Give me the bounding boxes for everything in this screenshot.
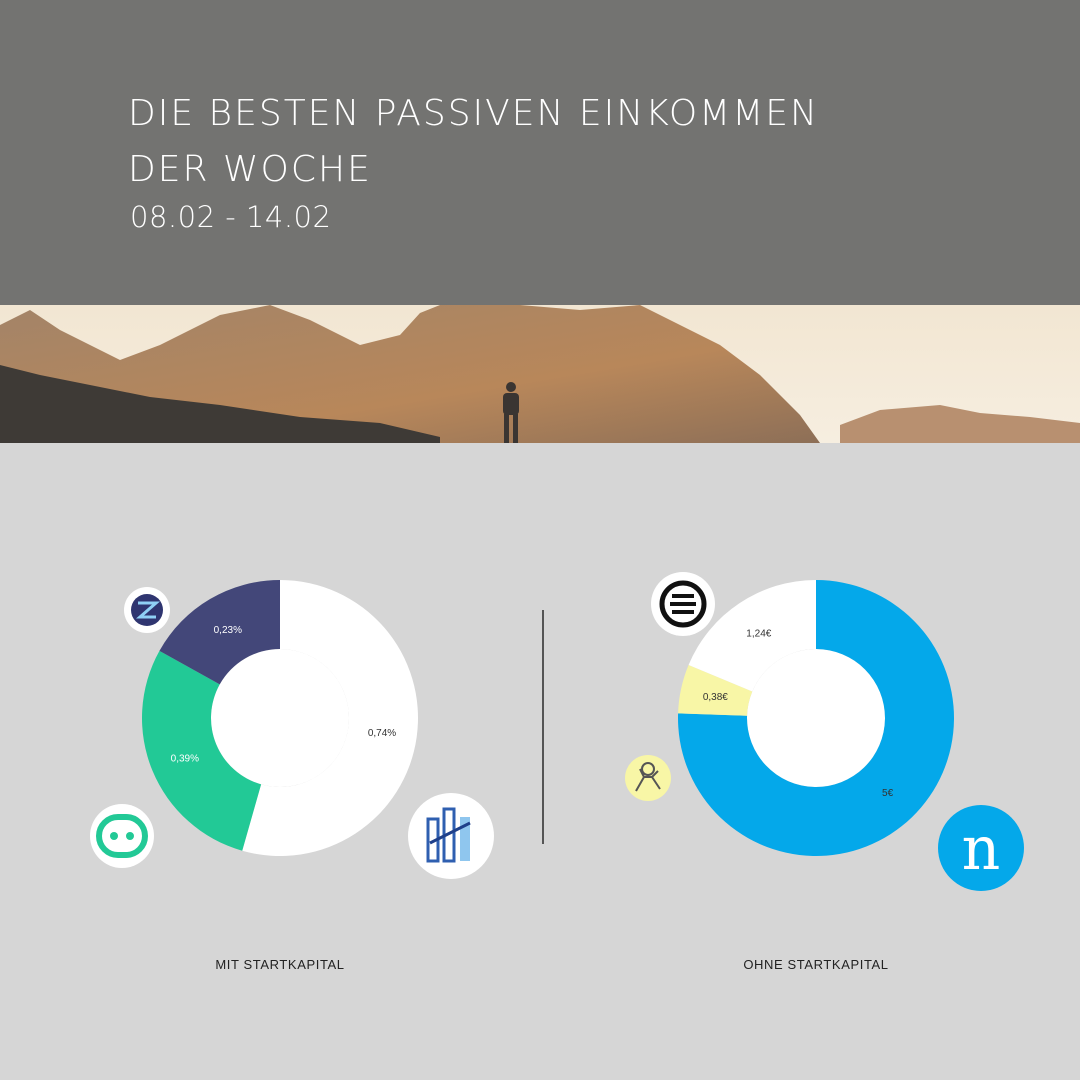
running-character-logo-icon: [625, 755, 671, 801]
building-logo-icon: [408, 793, 494, 879]
title-line-1: DIE BESTEN PASSIVEN EINKOMMEN: [128, 93, 819, 134]
chart-ohne-startkapital: 5€ 0,38€ 1,24€: [678, 580, 954, 856]
distant-ridge: [840, 405, 1080, 443]
chart-mit-startkapital: 0,74% 0,39% 0,23%: [141, 580, 418, 856]
donut-slice: [242, 580, 418, 856]
slice-label: 0,74%: [368, 728, 396, 739]
chart-divider: [542, 610, 544, 844]
slice-label: 0,38€: [703, 692, 728, 703]
slice-label: 0,23%: [214, 625, 242, 636]
hiker-silhouette: [503, 382, 519, 443]
header-band: DIE BESTEN PASSIVEN EINKOMMEN DER WOCHE …: [0, 0, 1080, 305]
charts-area: 0,74% 0,39% 0,23% 5€ 0,38€ 1,24€: [0, 443, 1080, 1080]
e-circle-logo-icon: [651, 572, 715, 636]
n-letter-logo-icon: n: [938, 805, 1024, 891]
donut-slice: [141, 650, 262, 851]
caption-mit-startkapital: MIT STARTKAPITAL: [215, 957, 345, 972]
title-line-2: DER WOCHE: [128, 149, 372, 190]
mountain-photo-banner: [0, 305, 1080, 443]
svg-text:n: n: [962, 814, 1001, 884]
foreground-ridge: [0, 365, 440, 443]
caption-ohne-startkapital: OHNE STARTKAPITAL: [743, 957, 889, 972]
slice-label: 0,39%: [171, 753, 199, 764]
slice-label: 1,24€: [746, 628, 771, 639]
date-range: 08.02 - 14.02: [130, 200, 332, 234]
crypto-wallet-logo-icon: [124, 587, 170, 633]
donut-charts: 0,74% 0,39% 0,23% 5€ 0,38€ 1,24€: [90, 572, 1024, 891]
robot-face-logo-icon: [90, 804, 154, 868]
mountain-illustration: [0, 305, 1080, 443]
donut-slice: [688, 580, 816, 692]
slice-label: 5€: [882, 788, 894, 799]
donut-hole: [211, 649, 349, 787]
donut-slice: [678, 665, 753, 716]
donut-slice: [159, 580, 280, 685]
donut-hole: [747, 649, 885, 787]
page-title: DIE BESTEN PASSIVEN EINKOMMEN DER WOCHE: [128, 86, 1028, 198]
donut-slice: [678, 580, 954, 856]
